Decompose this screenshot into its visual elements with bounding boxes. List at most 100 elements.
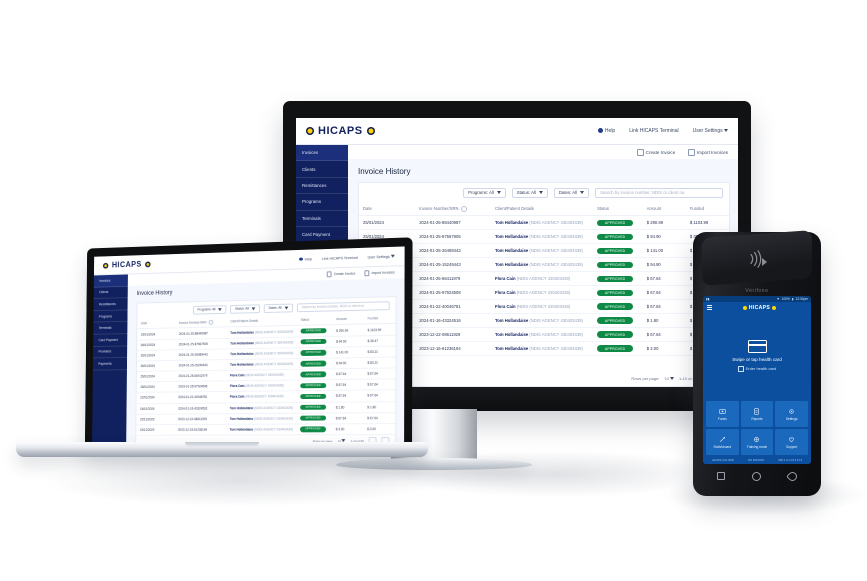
programs-filter[interactable]: Programs: All (463, 187, 506, 198)
signal-icon: ▮▮ (706, 297, 710, 301)
search-input[interactable]: Search by invoice number, NDIS or client… (296, 300, 390, 312)
home-icon[interactable] (751, 471, 761, 481)
rows-per-page-select[interactable]: 10 (664, 376, 674, 381)
sidebar-item-terminals[interactable]: Terminals (93, 322, 128, 335)
table-row[interactable]: 25/01/2024 2024-01-25-88440987 Tom Holland… (359, 215, 729, 231)
tile-label: Settings (785, 416, 798, 421)
terminal-vendor-brand: Verifone (745, 288, 769, 294)
sidebar-item-clients[interactable]: Clients (93, 286, 128, 300)
dates-filter[interactable]: Dates: All (263, 303, 294, 313)
tile-switchboard[interactable]: Switchboard (706, 429, 739, 455)
user-settings-menu[interactable]: User Settings (693, 128, 728, 134)
status-badge: APPROVED (300, 328, 327, 334)
rows-per-page-label: Rows per page: (631, 376, 660, 382)
recents-icon[interactable] (716, 472, 725, 480)
sidebar-item-invoices[interactable]: Invoices (296, 145, 348, 162)
import-invoices-button[interactable]: Import Invoices (688, 149, 728, 156)
sidebar-nav: Invoices Clients Remittances Programs Te… (92, 274, 128, 445)
sidebar-item-remittances[interactable]: Remittances (93, 298, 128, 312)
cell-status: APPROVED (296, 357, 333, 370)
contactless-icon (745, 250, 771, 268)
help-link[interactable]: Help (299, 257, 312, 262)
status-badge: APPROVED (300, 404, 327, 411)
programs-filter[interactable]: Programs: All (192, 304, 227, 315)
tile-training-mode[interactable]: Training mode (740, 429, 774, 455)
sidebar-item-terminals[interactable]: Terminals (296, 211, 348, 227)
terminal-footer-info: HICAPS 4.01.0000 TID 28247307 MID 1 0 4 … (703, 458, 811, 464)
cell-funded: $ 67.64 (363, 379, 396, 391)
cell-client: Flora Cain (NDIS AGENCY 430403439) (226, 380, 297, 392)
hicaps-logo: HICAPS (102, 260, 151, 270)
sidebar-item-card-payment[interactable]: Card Payment (93, 334, 128, 347)
logo-dot-right-icon (772, 305, 777, 310)
cell-status: APPROVED (593, 243, 643, 259)
help-link[interactable]: Help (597, 128, 615, 134)
settings-icon (788, 408, 795, 415)
create-invoice-button[interactable]: Create Invoice (326, 271, 355, 277)
cell-amount: $ 1.80 (642, 313, 686, 329)
page-title: Invoice History (358, 166, 411, 176)
status-badge: APPROVED (597, 219, 634, 227)
cell-status: APPROVED (593, 299, 643, 315)
menu-icon[interactable] (707, 305, 712, 310)
sidebar-item-programs[interactable]: Programs (93, 310, 128, 323)
logo-dot-right-icon (366, 127, 375, 135)
sidebar-item-invoices[interactable]: Invoices (93, 274, 128, 288)
table-head: Date Invoice Number/SRN Client/Patient D… (359, 202, 729, 217)
cell-invoice: 2024-01-16-43324516 (174, 402, 227, 414)
plus-icon (637, 149, 644, 156)
cell-funded: $ 67.64 (363, 412, 396, 424)
sidebar-item-clients[interactable]: Clients (296, 161, 348, 178)
cell-invoice: 2024-01-25-26489443 (415, 243, 492, 259)
laptop-lid: HICAPS Help Link HICAPS Terminal User Se… (84, 237, 413, 451)
status-badge: APPROVED (597, 303, 634, 310)
cell-date: 25/01/2024 (136, 370, 175, 383)
tile-funds[interactable]: Funds (706, 401, 739, 427)
enter-health-card-button[interactable]: Enter health card (737, 365, 776, 372)
status-badge: APPROVED (597, 331, 634, 338)
sidebar-item-providers[interactable]: Providers (93, 345, 128, 359)
dates-filter[interactable]: Dates: All (553, 187, 589, 198)
back-icon[interactable] (786, 469, 800, 483)
cell-amount: $ 94.90 (332, 357, 364, 369)
user-settings-menu[interactable]: User Settings (368, 254, 395, 259)
tile-settings[interactable]: Settings (775, 401, 808, 427)
col-date: Date (359, 202, 416, 217)
status-filter[interactable]: Status: All (511, 187, 548, 198)
tile-reports[interactable]: Reports (740, 401, 774, 427)
chevron-down-icon (390, 254, 395, 258)
cell-client: Flora Cain (NDIS AGENCY 430403439) (491, 271, 594, 287)
sidebar-item-remittances[interactable]: Remittances (296, 178, 348, 195)
cell-invoice: 2024-01-22-40046781 (174, 391, 227, 404)
status-badge: APPROVED (300, 382, 327, 389)
status-badge: APPROVED (300, 393, 327, 400)
cell-amount: $ 67.64 (642, 299, 686, 315)
chevron-down-icon (496, 191, 501, 195)
cell-invoice: 2024-01-25-88440987 (415, 215, 492, 231)
hicaps-portal-app-monitor: HICAPS Help Link HICAPS Terminal User Se… (296, 118, 738, 387)
app-body: Invoices Clients Remittances Programs Te… (296, 145, 738, 387)
terminal-tile-grid: Funds Reports Settings Switchboard Train… (703, 398, 811, 458)
cell-invoice: 2024-01-25-26489443 (174, 348, 227, 361)
sidebar-item-programs[interactable]: Programs (296, 194, 348, 211)
chevron-down-icon (580, 191, 584, 195)
link-terminal-link[interactable]: Link HICAPS Terminal (629, 128, 679, 134)
app-body: Invoices Clients Remittances Programs Te… (92, 266, 405, 445)
sidebar-item-payments[interactable]: Payments (92, 357, 128, 371)
import-invoices-button[interactable]: Import Invoices (364, 269, 395, 276)
terminal-app-bar: HICAPS (703, 302, 811, 313)
tile-support[interactable]: Support (775, 429, 808, 455)
chevron-down-icon (218, 307, 223, 311)
status-filter[interactable]: Status: All (230, 303, 261, 314)
cell-status: APPROVED (593, 341, 643, 357)
create-invoice-button[interactable]: Create Invoice (637, 149, 675, 156)
cell-status: APPROVED (296, 401, 332, 413)
cell-invoice: 2024-01-25-66411979 (415, 271, 492, 287)
search-input[interactable]: Search by invoice number, NDIS or client… (595, 187, 723, 198)
col-invoice-number[interactable]: Invoice Number/SRN (415, 202, 492, 217)
chevron-down-icon (669, 377, 674, 381)
link-terminal-link[interactable]: Link HICAPS Terminal (321, 255, 358, 261)
status-badge: APPROVED (597, 247, 634, 254)
cell-amount: $ 94.90 (642, 257, 686, 273)
